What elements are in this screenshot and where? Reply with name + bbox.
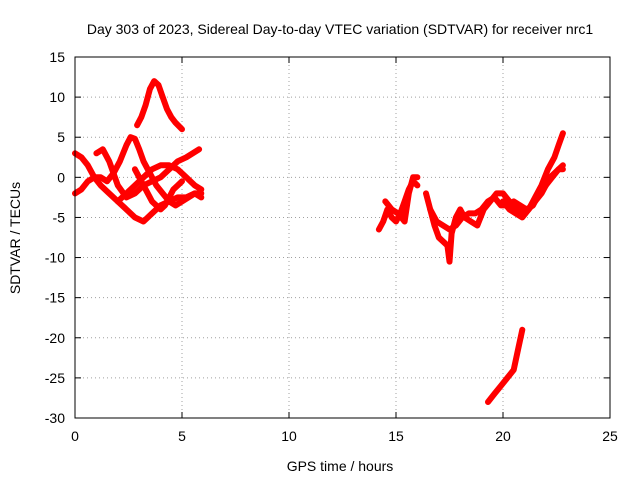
y-tick-label: -15 (45, 290, 65, 306)
series-arc-11 (500, 130, 566, 221)
y-tick-label: -20 (45, 330, 65, 346)
y-tick-label: 5 (57, 129, 65, 145)
x-tick-label: 0 (71, 428, 79, 444)
series-arc-3 (93, 146, 203, 201)
series-arc-5 (131, 166, 185, 213)
series-arc-12 (485, 326, 526, 405)
x-tick-label: 5 (178, 428, 186, 444)
y-axis-label: SDTVAR / TECUs (7, 182, 23, 294)
x-tick-label: 15 (388, 428, 404, 444)
axis-ticks: 0 5 10 15 20 25 15 10 5 0 -5 -10 -15 -20 -25 -30 (45, 49, 618, 444)
y-tick-label: -10 (45, 250, 65, 266)
y-tick-label: 15 (49, 49, 65, 65)
series-arc-8 (382, 174, 421, 225)
series-arc-2 (72, 134, 205, 209)
y-tick-label: -30 (45, 410, 65, 426)
y-tick-label: -5 (53, 209, 66, 225)
chart-title: Day 303 of 2023, Sidereal Day-to-day VTE… (87, 21, 593, 37)
y-tick-label: -25 (45, 370, 65, 386)
series-arc-6 (134, 78, 185, 133)
series-arc-4 (114, 162, 205, 205)
x-tick-label: 20 (495, 428, 511, 444)
x-axis-label: GPS time / hours (287, 458, 394, 474)
series-arc-1 (72, 150, 205, 225)
y-tick-label: 10 (49, 89, 65, 105)
grid-lines (75, 57, 610, 418)
x-tick-label: 10 (281, 428, 297, 444)
plot-frame (74, 56, 611, 419)
x-tick-label: 25 (602, 428, 618, 444)
data-traces (72, 78, 566, 405)
y-tick-label: 0 (57, 169, 65, 185)
